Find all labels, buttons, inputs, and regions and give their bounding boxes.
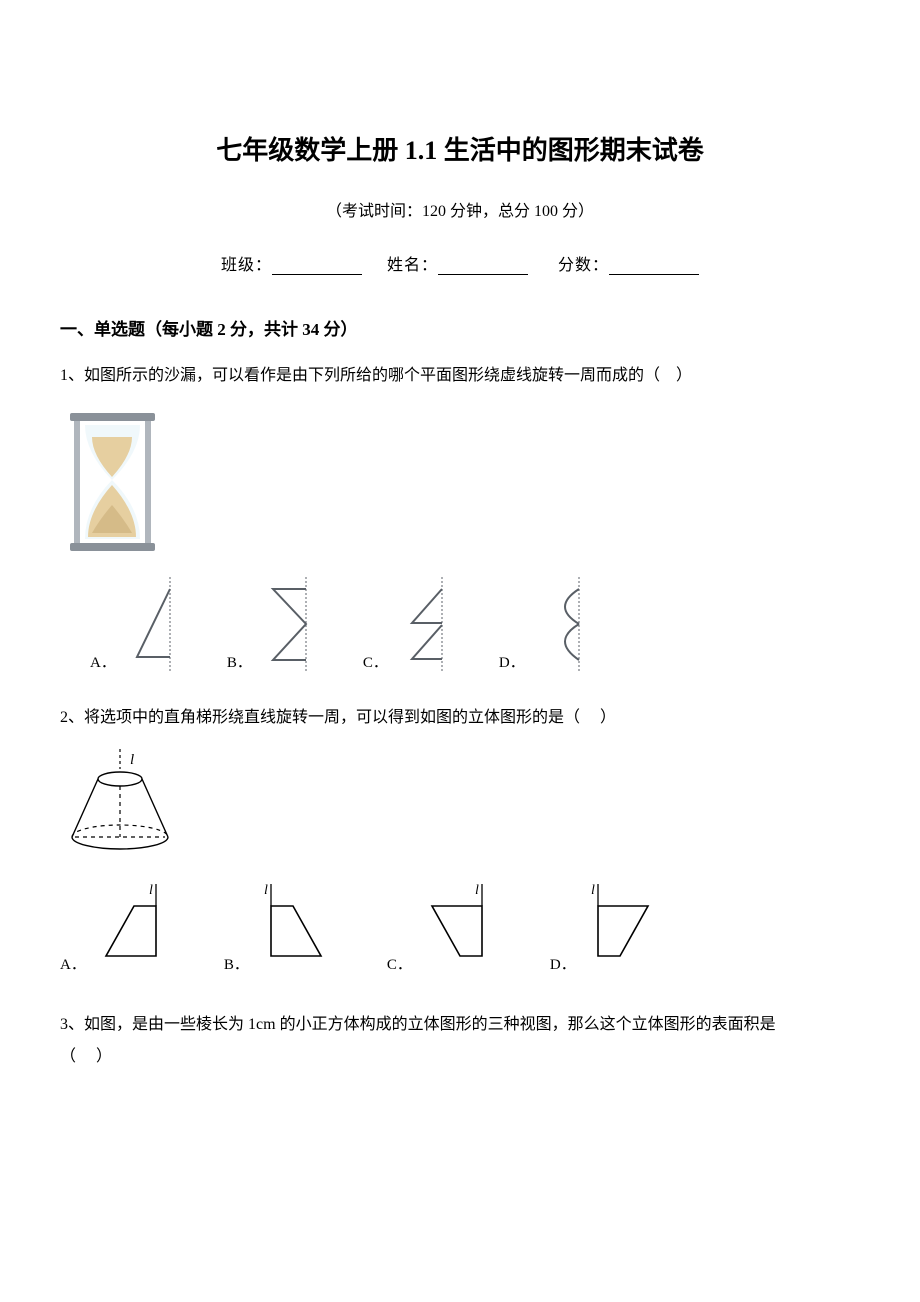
q1-b-figure [258,577,313,672]
q3-text: 如图，是由一些棱长为 1cm 的小正方体构成的立体图形的三种视图，那么这个立体图… [84,1016,776,1033]
q2-close: ） [600,709,616,726]
svg-text:l: l [475,884,479,898]
q1-text: 如图所示的沙漏，可以看作是由下列所给的哪个平面图形绕虚线旋转一周而成的（ [84,367,660,384]
q2-option-c: C． l [387,884,495,974]
q2-option-d: D． l [550,884,659,974]
q2-b-label: B． [224,953,249,974]
q1-figure [60,407,860,557]
q2-options: A． l B． l C． l D． [60,884,860,974]
q1-c-figure [394,577,449,672]
exam-subtitle: （考试时间：120 分钟，总分 100 分） [60,197,860,221]
score-label: 分数： [558,257,609,274]
hourglass-icon [60,407,165,557]
q2-c-label: C． [387,953,412,974]
q2-c-figure: l [420,884,495,974]
q1-b-label: B． [227,651,252,672]
q1-option-a: A． [90,577,177,672]
score-blank [609,257,699,275]
question-1: 1、如图所示的沙漏，可以看作是由下列所给的哪个平面图形绕虚线旋转一周而成的（ ） [60,360,860,392]
q2-d-label: D． [550,953,576,974]
q3-paren-open: （ [60,1048,76,1065]
q1-a-label: A． [90,651,116,672]
q1-close: ） [676,367,692,384]
name-label: 姓名： [387,257,438,274]
q2-b-figure: l [257,884,332,974]
class-label: 班级： [221,257,272,274]
q2-d-figure: l [584,884,659,974]
q2-a-label: A． [60,953,86,974]
q2-a-figure: l [94,884,169,974]
svg-text:l: l [149,884,153,898]
q1-a-figure [122,577,177,672]
class-blank [272,257,362,275]
name-blank [438,257,528,275]
q2-option-b: B． l [224,884,332,974]
q1-option-b: B． [227,577,313,672]
svg-text:l: l [130,752,134,768]
q1-d-label: D． [499,651,525,672]
q3-number: 3、 [60,1016,84,1033]
question-2: 2、将选项中的直角梯形绕直线旋转一周，可以得到如图的立体图形的是（ ） [60,702,860,734]
section1-header: 一、单选题（每小题 2 分，共计 34 分） [60,315,860,340]
q2-figure: l [60,749,180,859]
question-3: 3、如图，是由一些棱长为 1cm 的小正方体构成的立体图形的三种视图，那么这个立… [60,1009,860,1073]
q3-paren-close: ） [96,1048,112,1065]
q1-options: A． B． C． D． [90,577,860,672]
q1-option-c: C． [363,577,449,672]
q1-option-d: D． [499,577,586,672]
svg-text:l: l [591,884,595,898]
page-title: 七年级数学上册 1.1 生活中的图形期末试卷 [60,130,860,167]
svg-text:l: l [264,884,268,898]
student-info-line: 班级： 姓名： 分数： [60,251,860,275]
q1-c-label: C． [363,651,388,672]
q2-text: 将选项中的直角梯形绕直线旋转一周，可以得到如图的立体图形的是（ [84,709,580,726]
q2-number: 2、 [60,709,84,726]
q1-number: 1、 [60,367,84,384]
q2-option-a: A． l [60,884,169,974]
q1-d-figure [531,577,586,672]
